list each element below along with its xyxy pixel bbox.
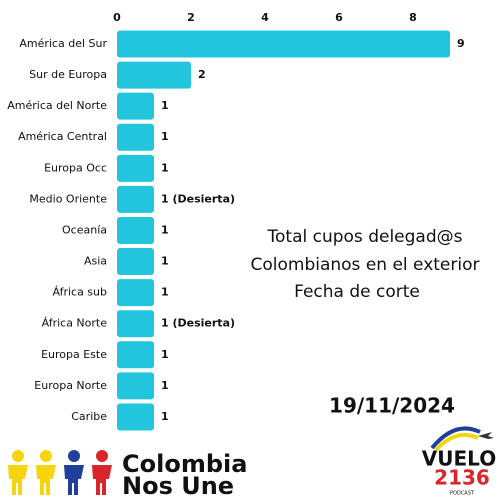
bar	[117, 279, 154, 307]
value-label: 1	[161, 223, 169, 236]
value-label: 1	[161, 410, 169, 423]
annotation: 19/11/2024	[329, 394, 455, 418]
logo-text: Colombia	[122, 450, 247, 478]
value-label: 1	[161, 99, 169, 112]
y-tick-label: Asia	[84, 255, 107, 268]
y-tick-label: Europa Norte	[34, 379, 107, 392]
value-label: 9	[457, 37, 465, 50]
y-tick-label: América Central	[18, 130, 107, 143]
bar	[117, 61, 191, 89]
bar	[117, 123, 154, 151]
bar	[117, 403, 154, 431]
value-label: 1	[161, 161, 169, 174]
bar	[117, 310, 154, 338]
value-label: 1	[161, 255, 169, 268]
x-tick-label: 4	[261, 11, 269, 24]
y-tick-label: África sub	[52, 286, 107, 299]
bar	[117, 248, 154, 276]
x-tick-label: 6	[335, 11, 343, 24]
annotation: Fecha de corte	[294, 282, 420, 302]
value-label: 1	[161, 130, 169, 143]
x-tick-label: 2	[187, 11, 195, 24]
y-tick-label: Oceanía	[62, 223, 107, 236]
value-label: 2	[198, 68, 206, 81]
x-tick-label: 0	[113, 11, 121, 24]
x-tick-label: 8	[409, 11, 417, 24]
bar	[117, 154, 154, 182]
value-label: 1 (Desierta)	[161, 192, 235, 205]
vuelo-logo	[430, 426, 494, 452]
logo-text: PODCAST	[450, 491, 475, 497]
bar	[117, 185, 154, 213]
value-label: 1	[161, 379, 169, 392]
bar	[117, 216, 154, 244]
bar	[117, 341, 154, 369]
logo-text: Nos Une	[122, 472, 234, 500]
y-tick-label: Sur de Europa	[29, 68, 107, 81]
people-logo	[8, 450, 112, 495]
logo-text: 2136	[434, 466, 490, 490]
y-tick-label: Caribe	[71, 410, 107, 423]
bar	[117, 372, 154, 400]
value-label: 1 (Desierta)	[161, 317, 235, 330]
value-label: 1	[161, 286, 169, 299]
y-tick-label: Europa Este	[41, 348, 107, 361]
annotation: Total cupos delegad@s	[267, 227, 463, 247]
y-tick-label: América del Norte	[7, 99, 107, 112]
y-tick-label: América del Sur	[19, 37, 107, 50]
annotation: Colombianos en el exterior	[251, 255, 480, 275]
bar	[117, 30, 450, 58]
y-tick-label: África Norte	[42, 317, 108, 330]
bar	[117, 92, 154, 120]
logo-text: VUELO	[422, 447, 496, 471]
value-label: 1	[161, 348, 169, 361]
y-tick-label: Medio Oriente	[29, 192, 107, 205]
y-tick-label: Europa Occ	[44, 161, 107, 174]
